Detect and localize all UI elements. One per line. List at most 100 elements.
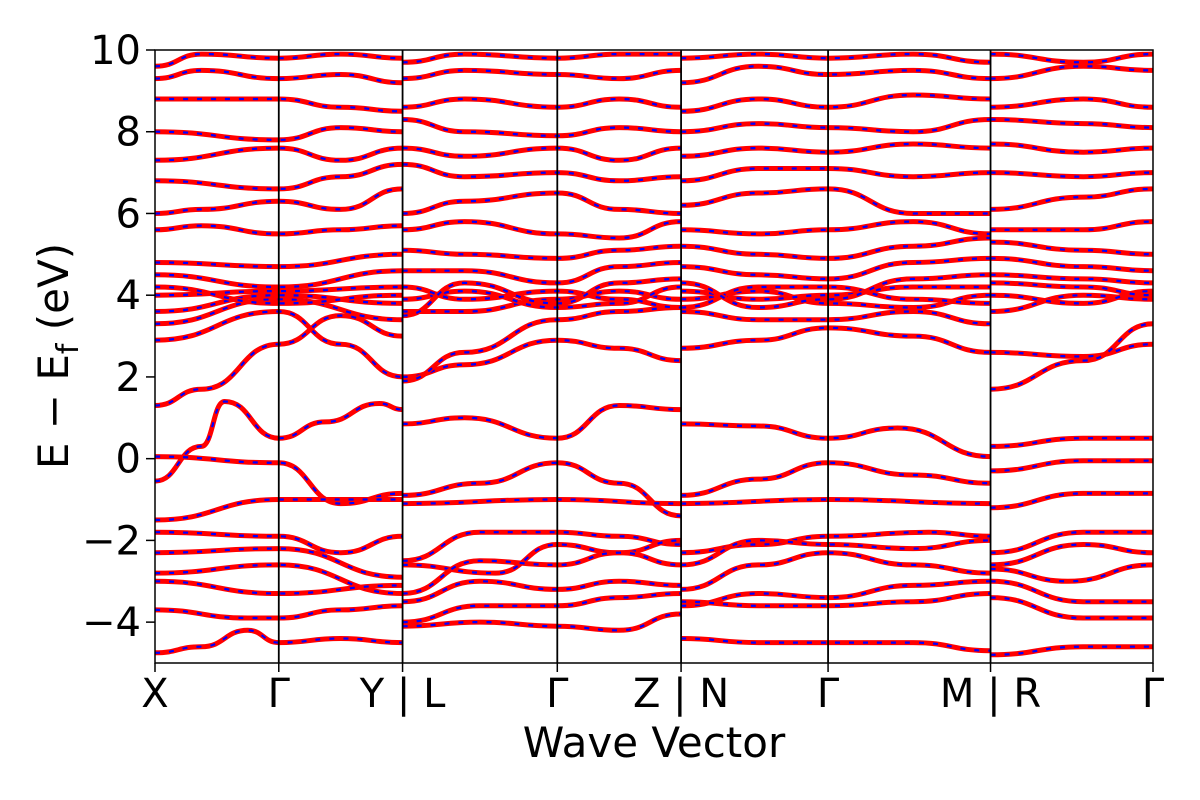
band-line [681,166,991,184]
band-line-dashed [990,645,1153,656]
y-tick-label: −4 [82,600,141,646]
band-line-dashed [990,596,1153,620]
band-line-dashed [402,531,682,562]
x-axis-ticks: X Γ Y | L Γ Z | N Γ M | R Γ [141,663,1165,717]
band-line [402,305,682,384]
band-line-dashed [402,306,682,383]
band-line [990,458,1153,474]
y-tick-label: 4 [116,273,141,319]
x-axis-title: Wave Vector [523,718,786,767]
band-line-dashed [990,65,1153,80]
band-line-dashed [990,437,1153,448]
band-line-dashed [155,187,403,215]
band-line [681,325,991,355]
band-line [990,644,1153,658]
y-tick-label: −2 [82,518,141,564]
band-line-dashed [990,543,1153,566]
band-line-dashed [155,97,403,113]
y-axis-title-subscript: f [51,342,86,354]
band-line-dashed [681,187,991,215]
band-line [681,186,991,217]
y-tick-label: 0 [116,437,141,483]
band-line [681,460,991,498]
band-line-dashed [155,253,403,268]
band-line [681,92,991,114]
band-line-dashed [681,285,991,301]
band-line [402,496,682,507]
x-tick-label: Γ [817,671,840,717]
band-line [155,529,403,556]
band-line-dashed [155,580,403,595]
band-line-dashed [990,580,1153,603]
band-line [990,255,1153,274]
band-line-dashed [681,422,991,458]
band-line-dashed [990,187,1153,211]
band-line [990,435,1153,449]
band-line-dashed [990,241,1153,256]
band-line-dashed [402,191,682,215]
band-line-dashed [990,459,1153,472]
band-line [990,239,1153,257]
band-line-dashed [402,551,682,595]
x-tick-label: Γ [268,671,291,717]
band-line [990,490,1153,511]
band-line-dashed [990,171,1153,178]
band-line-dashed [155,310,403,378]
x-tick-label: Y | L [359,671,446,717]
band-line-dashed [990,97,1153,109]
band-line-dashed [990,492,1153,509]
band-line [155,125,403,143]
band-line [155,161,403,192]
x-tick-label: Γ [546,671,569,717]
y-tick-label: 2 [116,355,141,401]
band-line [990,186,1153,212]
band-line [155,145,403,163]
band-line [990,219,1153,233]
x-tick-label: X [141,671,168,717]
band-line-dashed [681,498,991,505]
band-line [990,63,1153,82]
band-lines [155,51,1153,658]
band-line [990,341,1153,360]
band-line [990,51,1153,65]
band-line-dashed [155,285,403,297]
y-axis-title-unit: (eV) [29,243,78,344]
band-line [681,421,991,460]
band-line-dashed [990,290,1153,305]
band-line-dashed [155,547,403,579]
x-tick-label: Γ [1142,671,1165,717]
y-axis-title-main: E − E [29,354,78,469]
band-line [681,235,991,261]
band-line-dashed [681,531,991,554]
band-line [990,117,1153,131]
band-line [990,541,1153,568]
band-line-dashed [155,285,403,305]
band-line-dashed [402,404,682,440]
band-line-dashed [155,400,403,483]
band-line-dashed [990,142,1153,154]
band-line-dashed [155,629,403,654]
band-line-dashed [990,294,1153,313]
band-line [402,611,682,633]
band-line-dashed [681,273,991,309]
band-line-dashed [990,220,1153,231]
band-line-dashed [990,531,1153,554]
y-tick-label: 8 [116,110,141,156]
band-line-dashed [990,118,1153,129]
band-line-dashed [990,281,1153,297]
band-line-dashed [990,273,1153,284]
y-tick-label: 6 [116,191,141,237]
band-line-dashed [402,339,682,378]
band-line [990,170,1153,180]
band-line-dashed [990,343,1153,358]
high-symmetry-lines [277,50,992,663]
band-line-dashed [990,257,1153,272]
band-line-dashed [990,53,1153,64]
y-axis-title: E − Ef (eV) [29,243,86,469]
band-line [990,562,1153,584]
x-tick-label: Z | N [633,671,729,717]
band-line [990,96,1153,110]
band-line [990,141,1153,155]
band-line [402,537,682,576]
